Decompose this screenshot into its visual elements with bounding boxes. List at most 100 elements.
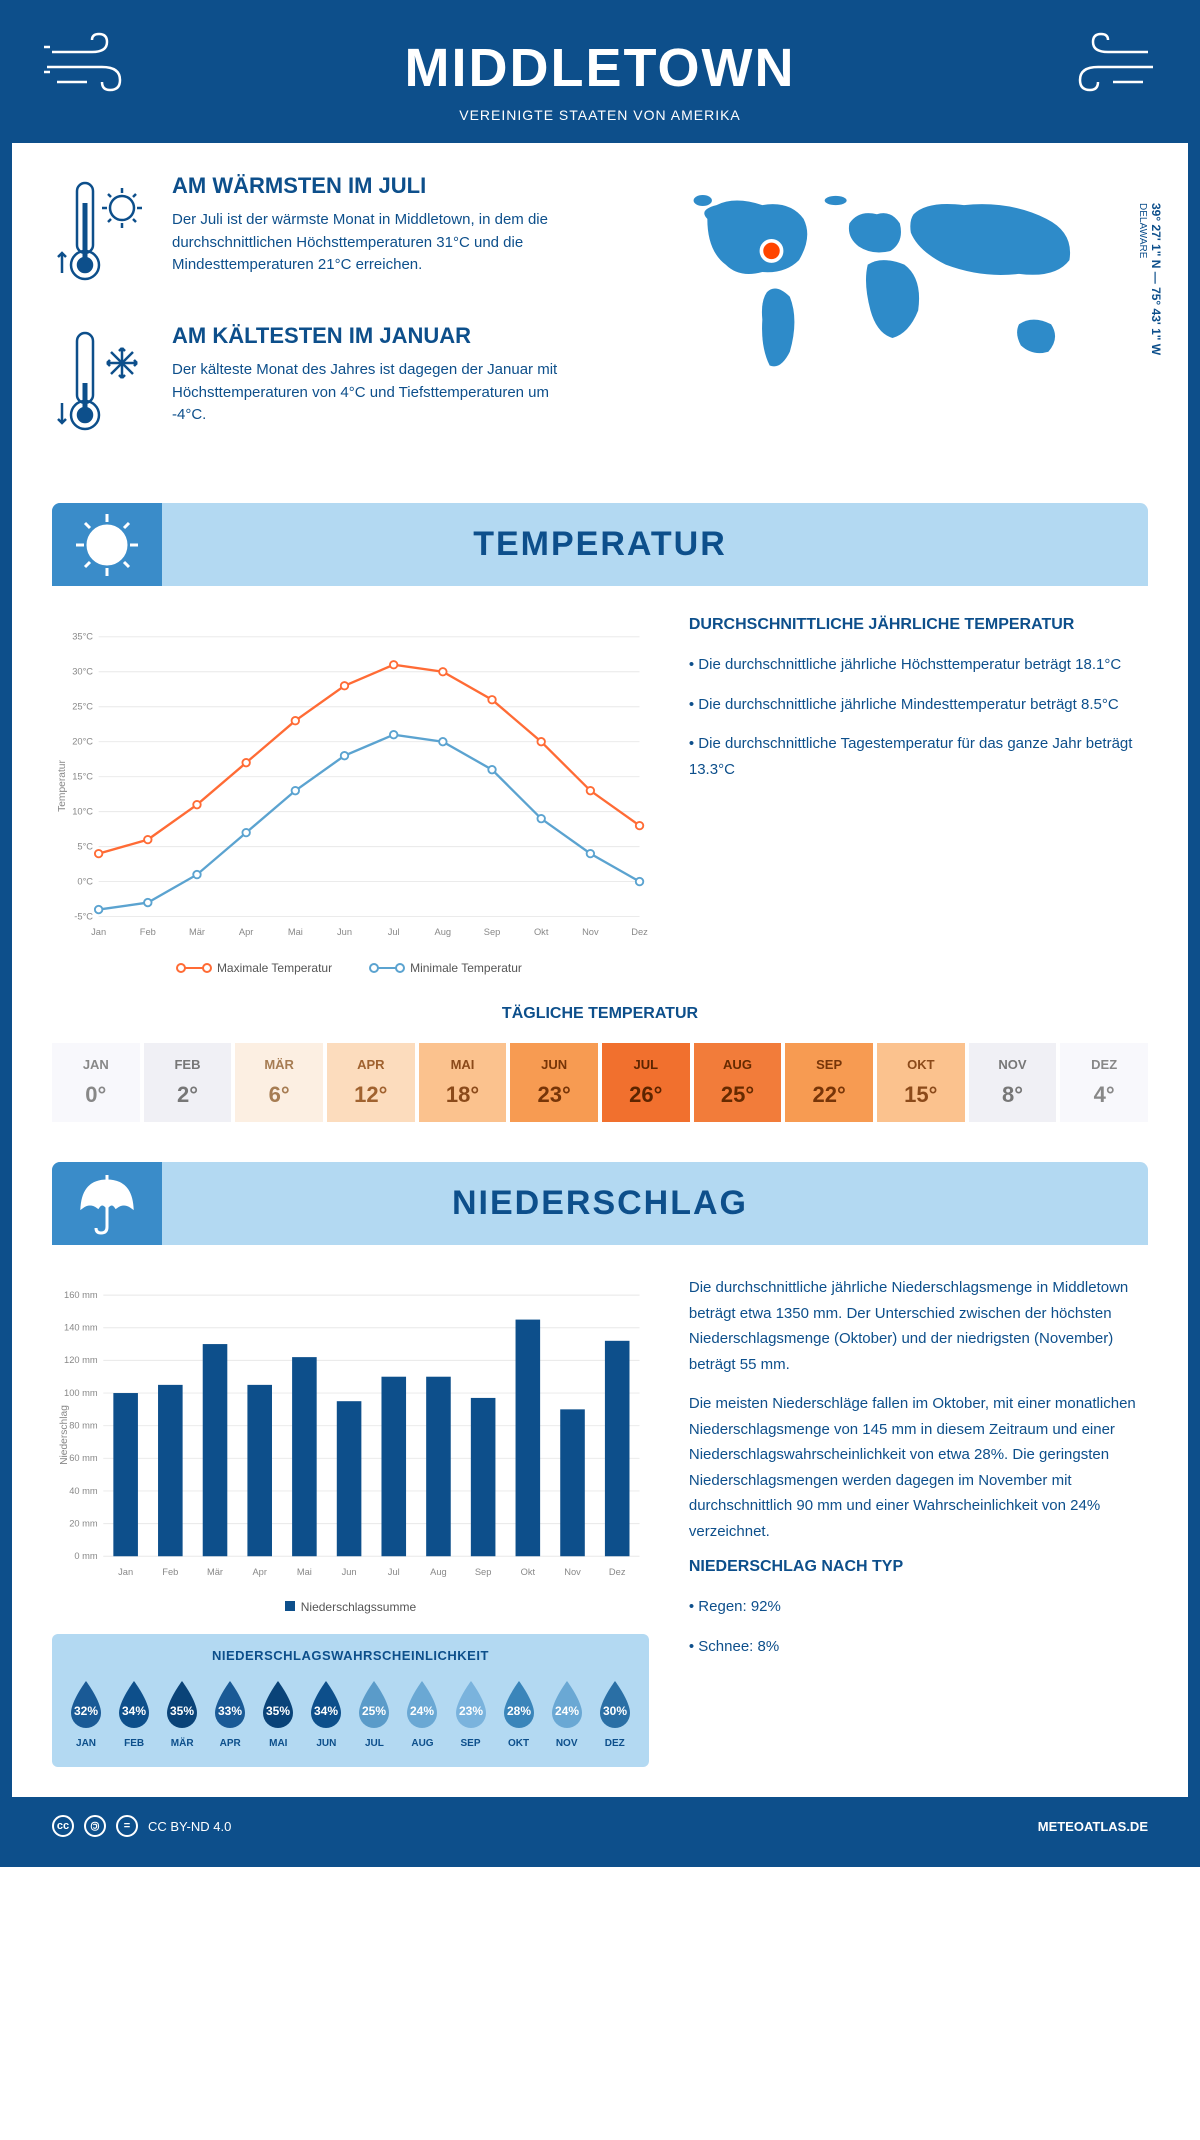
probability-drop: 24%AUG xyxy=(401,1677,443,1749)
svg-text:Aug: Aug xyxy=(435,927,452,937)
daily-temp-cell: JUN23° xyxy=(510,1043,598,1122)
daily-temp-cell: AUG25° xyxy=(694,1043,782,1122)
sun-icon xyxy=(72,510,142,580)
daily-temp-cell: SEP22° xyxy=(785,1043,873,1122)
svg-text:60 mm: 60 mm xyxy=(69,1453,98,1463)
svg-text:28%: 28% xyxy=(507,1704,531,1718)
thermometer-cold-icon xyxy=(52,323,152,443)
svg-text:0 mm: 0 mm xyxy=(74,1551,98,1561)
probability-drop: 25%JUL xyxy=(353,1677,395,1749)
svg-text:Jan: Jan xyxy=(118,1567,133,1577)
precip-legend: Niederschlagssumme xyxy=(52,1600,649,1614)
svg-text:Temperatur: Temperatur xyxy=(57,759,68,811)
svg-text:5°C: 5°C xyxy=(77,841,93,851)
svg-text:Nov: Nov xyxy=(582,927,599,937)
svg-text:20 mm: 20 mm xyxy=(69,1518,98,1528)
daily-temp-title: TÄGLICHE TEMPERATUR xyxy=(52,1005,1148,1023)
precip-type-item: Schnee: 8% xyxy=(689,1634,1148,1660)
temp-legend: Maximale Temperatur Minimale Temperatur xyxy=(52,961,649,975)
svg-text:80 mm: 80 mm xyxy=(69,1420,98,1430)
svg-text:Jan: Jan xyxy=(91,927,106,937)
svg-text:35%: 35% xyxy=(170,1704,194,1718)
wind-icon xyxy=(42,32,142,102)
wind-icon xyxy=(1058,32,1158,102)
svg-text:Mai: Mai xyxy=(288,927,303,937)
probability-box: NIEDERSCHLAGSWAHRSCHEINLICHKEIT 32%JAN34… xyxy=(52,1634,649,1767)
svg-text:Okt: Okt xyxy=(534,927,549,937)
svg-text:Okt: Okt xyxy=(521,1567,536,1577)
daily-temp-cell: APR12° xyxy=(327,1043,415,1122)
license-text: CC BY-ND 4.0 xyxy=(148,1819,231,1834)
temperature-section-header: TEMPERATUR xyxy=(52,503,1148,586)
probability-drop: 28%OKT xyxy=(498,1677,540,1749)
temp-info-item: Die durchschnittliche jährliche Mindestt… xyxy=(689,692,1148,718)
daily-temp-cell: JAN0° xyxy=(52,1043,140,1122)
svg-text:25%: 25% xyxy=(362,1704,386,1718)
temp-info-item: Die durchschnittliche jährliche Höchstte… xyxy=(689,652,1148,678)
svg-text:Jul: Jul xyxy=(388,1567,400,1577)
nd-icon: = xyxy=(116,1815,138,1837)
probability-drop: 35%MÄR xyxy=(161,1677,203,1749)
temp-info-item: Die durchschnittliche Tagestemperatur fü… xyxy=(689,731,1148,782)
precipitation-section-header: NIEDERSCHLAG xyxy=(52,1162,1148,1245)
svg-text:Apr: Apr xyxy=(252,1567,266,1577)
world-map xyxy=(615,173,1148,393)
svg-text:Feb: Feb xyxy=(140,927,156,937)
precip-type-item: Regen: 92% xyxy=(689,1594,1148,1620)
svg-text:Jun: Jun xyxy=(337,927,352,937)
precipitation-bar-chart: 0 mm20 mm40 mm60 mm80 mm100 mm120 mm140 … xyxy=(52,1275,649,1595)
country-subtitle: VEREINIGTE STAATEN VON AMERIKA xyxy=(12,107,1188,123)
svg-text:Jun: Jun xyxy=(342,1567,357,1577)
svg-text:15°C: 15°C xyxy=(72,771,93,781)
svg-text:Dez: Dez xyxy=(631,927,648,937)
precip-text-1: Die durchschnittliche jährliche Niedersc… xyxy=(689,1275,1148,1377)
umbrella-icon xyxy=(72,1169,142,1239)
svg-text:Apr: Apr xyxy=(239,927,254,937)
probability-drop: 32%JAN xyxy=(65,1677,107,1749)
warmest-block: AM WÄRMSTEN IM JULI Der Juli ist der wär… xyxy=(52,173,585,293)
daily-temp-cell: MÄR6° xyxy=(235,1043,323,1122)
svg-text:Aug: Aug xyxy=(430,1567,447,1577)
svg-text:Jul: Jul xyxy=(388,927,400,937)
svg-text:33%: 33% xyxy=(218,1704,242,1718)
svg-text:140 mm: 140 mm xyxy=(64,1323,98,1333)
svg-text:Dez: Dez xyxy=(609,1567,626,1577)
coldest-text: Der kälteste Monat des Jahres ist dagege… xyxy=(172,359,572,427)
probability-drop: 34%JUN xyxy=(305,1677,347,1749)
svg-text:40 mm: 40 mm xyxy=(69,1486,98,1496)
probability-drop: 23%SEP xyxy=(450,1677,492,1749)
daily-temp-grid: JAN0°FEB2°MÄR6°APR12°MAI18°JUN23°JUL26°A… xyxy=(52,1043,1148,1122)
svg-text:-5°C: -5°C xyxy=(74,911,93,921)
probability-drop: 24%NOV xyxy=(546,1677,588,1749)
svg-text:25°C: 25°C xyxy=(72,702,93,712)
daily-temp-cell: DEZ4° xyxy=(1060,1043,1148,1122)
svg-text:100 mm: 100 mm xyxy=(64,1388,98,1398)
probability-drop: 30%DEZ xyxy=(594,1677,636,1749)
svg-text:20°C: 20°C xyxy=(72,736,93,746)
daily-temp-cell: FEB2° xyxy=(144,1043,232,1122)
city-title: MIDDLETOWN xyxy=(12,37,1188,99)
coordinates: 39° 27' 1" N — 75° 43' 1" W DELAWARE xyxy=(1135,203,1163,355)
svg-text:34%: 34% xyxy=(122,1704,146,1718)
svg-text:Feb: Feb xyxy=(162,1567,178,1577)
temp-info-title: DURCHSCHNITTLICHE JÄHRLICHE TEMPERATUR xyxy=(689,616,1148,634)
svg-text:34%: 34% xyxy=(314,1704,338,1718)
svg-text:30%: 30% xyxy=(603,1704,627,1718)
svg-text:23%: 23% xyxy=(459,1704,483,1718)
svg-text:Mai: Mai xyxy=(297,1567,312,1577)
svg-text:30°C: 30°C xyxy=(72,667,93,677)
svg-text:Mär: Mär xyxy=(189,927,205,937)
daily-temp-cell: MAI18° xyxy=(419,1043,507,1122)
by-icon: 🄯 xyxy=(84,1815,106,1837)
svg-text:0°C: 0°C xyxy=(77,876,93,886)
daily-temp-cell: JUL26° xyxy=(602,1043,690,1122)
temp-info-list: Die durchschnittliche jährliche Höchstte… xyxy=(689,652,1148,782)
svg-text:35°C: 35°C xyxy=(72,632,93,642)
daily-temp-cell: NOV8° xyxy=(969,1043,1057,1122)
svg-text:24%: 24% xyxy=(555,1704,579,1718)
svg-text:24%: 24% xyxy=(410,1704,434,1718)
probability-drop: 33%APR xyxy=(209,1677,251,1749)
temperature-line-chart: -5°C0°C5°C10°C15°C20°C25°C30°C35°CJanFeb… xyxy=(52,616,649,956)
svg-text:Sep: Sep xyxy=(475,1567,492,1577)
site-name: METEOATLAS.DE xyxy=(1038,1819,1148,1834)
